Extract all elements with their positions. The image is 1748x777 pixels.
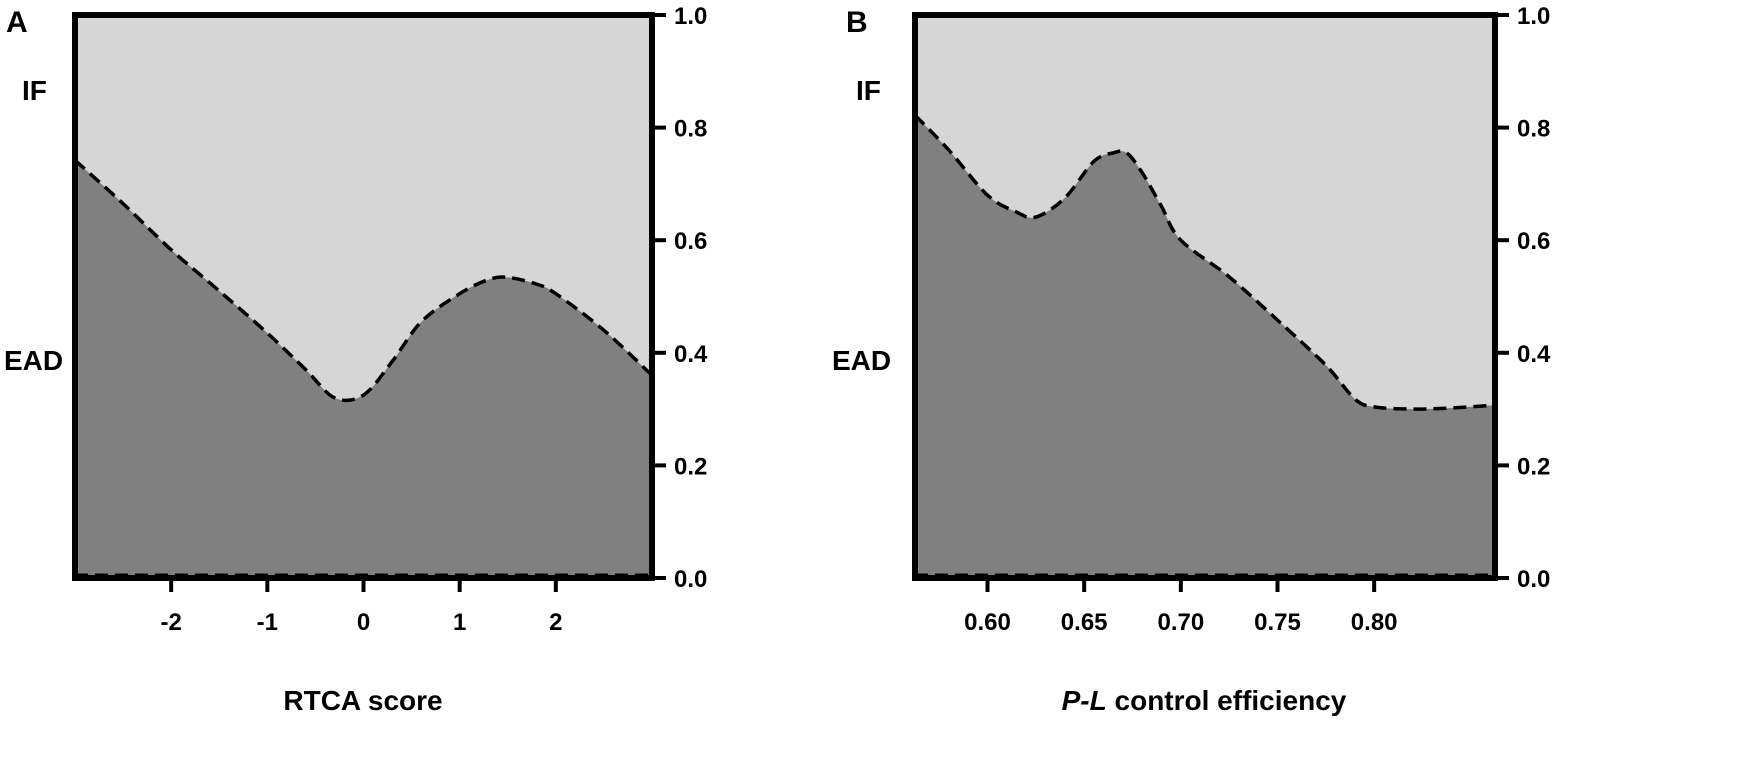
- x-axis-label-italic: P-L: [1062, 685, 1107, 716]
- region-label-lower: EAD: [4, 345, 63, 376]
- region-label-lower: EAD: [832, 345, 891, 376]
- x-tick-label: -1: [257, 609, 278, 636]
- plot-frame: [912, 12, 1498, 581]
- y-tick-label: 0.0: [1517, 566, 1550, 593]
- panel-b: B IF EAD P-L control efficiency 0.60 0.65…: [832, 3, 1551, 716]
- x-axis-label: RTCA score: [283, 685, 442, 716]
- y-tick-label: 0.2: [1517, 453, 1550, 480]
- x-axis-label-text: control efficiency: [1107, 685, 1347, 716]
- x-tick-label: 0.75: [1254, 609, 1301, 636]
- y-tick-label: 0.4: [674, 341, 708, 368]
- panel-label: A: [6, 6, 28, 39]
- boundary-line: [913, 113, 1496, 411]
- panel-label: B: [846, 6, 868, 39]
- region-label-upper: IF: [22, 75, 47, 106]
- x-axis-label: P-L control efficiency: [1062, 685, 1347, 716]
- boundary-line: [73, 158, 654, 403]
- y-tick-label: 0.8: [1517, 116, 1550, 143]
- x-tick-label: 1: [453, 609, 466, 636]
- panel-a: A IF EAD RTCA score -2 -1 0 1 2 0.0 0.2 0.4 0.6 0…: [4, 3, 708, 716]
- x-tick-label: -2: [160, 609, 181, 636]
- x-tick-label: 0: [357, 609, 370, 636]
- y-tick-label: 0.4: [1517, 341, 1551, 368]
- x-tick-label: 0.60: [964, 609, 1011, 636]
- lower-region: [75, 160, 652, 578]
- y-tick-label: 0.6: [674, 228, 707, 255]
- x-tick-label: 0.70: [1157, 609, 1204, 636]
- y-tick-label: 0.8: [674, 116, 707, 143]
- region-label-upper: IF: [856, 75, 881, 106]
- x-tick-label: 0.65: [1061, 609, 1108, 636]
- y-tick-label: 1.0: [674, 3, 707, 30]
- x-tick-label: 2: [549, 609, 562, 636]
- lower-region: [915, 115, 1495, 579]
- x-axis-label-text: RTCA score: [283, 685, 442, 716]
- y-tick-label: 1.0: [1517, 3, 1550, 30]
- y-tick-label: 0.0: [674, 566, 707, 593]
- x-tick-label: 0.80: [1351, 609, 1398, 636]
- y-tick-label: 0.6: [1517, 228, 1550, 255]
- y-tick-label: 0.2: [674, 453, 707, 480]
